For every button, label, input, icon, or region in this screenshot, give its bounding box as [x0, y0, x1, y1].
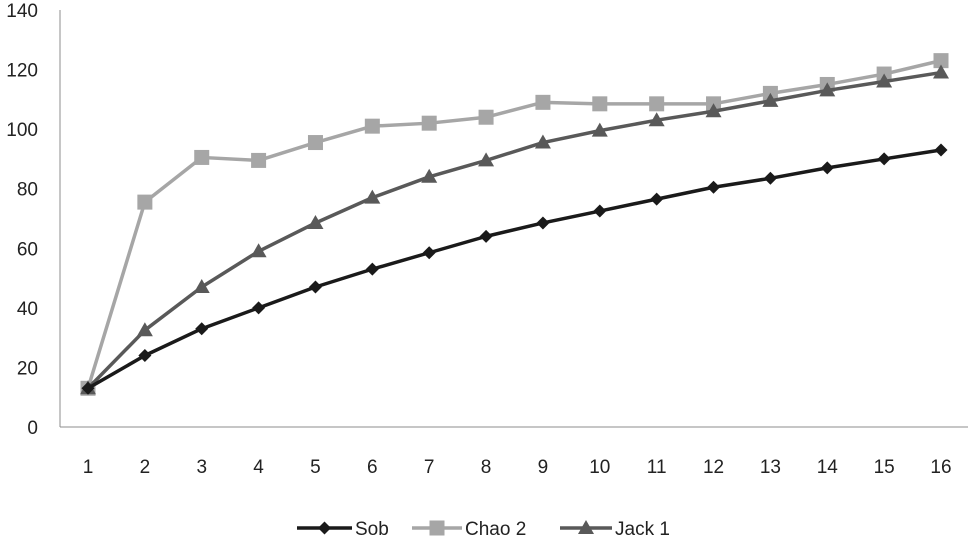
- data-point-chao-2: [592, 96, 608, 112]
- series-lines: [80, 53, 949, 396]
- data-point-sob: [536, 216, 550, 230]
- data-point-chao-2: [535, 94, 551, 110]
- data-point-chao-2: [137, 194, 153, 210]
- data-point-sob: [877, 152, 891, 166]
- x-tick-label: 9: [538, 457, 549, 478]
- y-tick-label: 100: [6, 120, 38, 141]
- x-tick-label: 13: [760, 457, 781, 478]
- series-line-sob: [87, 148, 942, 390]
- data-point-chao-2: [251, 152, 267, 168]
- data-point-chao-2: [194, 149, 210, 165]
- y-tick-label: 0: [27, 418, 38, 439]
- data-point-sob: [820, 161, 834, 175]
- legend-item-sob: Sob: [297, 519, 389, 537]
- x-tick-label: 14: [817, 457, 839, 478]
- data-point-jack-1: [591, 122, 608, 137]
- data-point-chao-2: [307, 135, 323, 151]
- data-point-jack-1: [364, 189, 381, 204]
- data-point-sob: [934, 143, 948, 157]
- x-tick-label: 2: [140, 457, 151, 478]
- legend-item-chao-2: Chao 2: [412, 519, 526, 537]
- data-point-sob: [707, 180, 721, 194]
- series-sob: [81, 143, 948, 395]
- data-point-jack-1: [762, 92, 779, 107]
- data-point-jack-1: [193, 279, 210, 294]
- legend-marker-chao-2: [429, 520, 445, 536]
- data-point-chao-2: [478, 109, 494, 125]
- data-point-chao-2: [421, 115, 437, 131]
- legend-label-sob: Sob: [355, 519, 389, 537]
- data-point-jack-1: [421, 168, 438, 183]
- x-tick-label: 6: [367, 457, 378, 478]
- data-point-jack-1: [250, 243, 267, 258]
- series-line-jack-1: [86, 70, 942, 390]
- legend-item-jack-1: Jack 1: [560, 519, 670, 537]
- x-tick-label: 3: [196, 457, 207, 478]
- y-tick-label: 80: [17, 180, 38, 201]
- y-tick-label: 20: [17, 358, 38, 379]
- data-point-sob: [593, 204, 607, 218]
- data-point-chao-2: [364, 118, 380, 134]
- x-tick-label: 16: [930, 457, 951, 478]
- data-point-jack-1: [705, 103, 722, 118]
- data-point-sob: [763, 171, 777, 185]
- data-point-sob: [195, 322, 209, 336]
- data-point-sob: [365, 262, 379, 276]
- legend-label-chao-2: Chao 2: [465, 519, 526, 537]
- x-tick-label: 7: [424, 457, 435, 478]
- data-point-jack-1: [933, 64, 949, 79]
- data-point-jack-1: [819, 82, 836, 97]
- data-point-sob: [422, 246, 436, 260]
- x-tick-label: 8: [481, 457, 492, 478]
- data-point-sob: [479, 229, 493, 243]
- y-tick-label: 40: [17, 299, 38, 320]
- x-tick-label: 11: [647, 457, 667, 478]
- axes: [59, 10, 968, 428]
- y-axis-tick-labels: 0 20 40 60 80 100 120 140: [6, 1, 38, 439]
- data-point-sob: [81, 381, 95, 395]
- series-line-chao-2: [86, 58, 942, 389]
- y-tick-label: 60: [17, 239, 38, 260]
- data-point-sob: [650, 192, 664, 206]
- x-tick-label: 4: [253, 457, 264, 478]
- data-point-sob: [252, 301, 266, 315]
- data-point-jack-1: [478, 152, 495, 167]
- legend-marker-jack-1: [578, 520, 594, 534]
- x-axis-tick-labels: 1 2 3 4 5 6 7 8 9 10 11 12 13 14 15 16: [83, 457, 952, 478]
- legend-marker-sob: [318, 521, 331, 535]
- data-point-jack-1: [648, 112, 665, 127]
- y-tick-label: 120: [6, 61, 38, 82]
- data-point-chao-2: [649, 96, 665, 112]
- x-tick-label: 10: [589, 457, 610, 478]
- data-point-jack-1: [307, 214, 324, 229]
- x-tick-label: 5: [310, 457, 321, 478]
- series-chao-2: [80, 53, 949, 396]
- legend-label-jack-1: Jack 1: [615, 519, 670, 537]
- data-point-jack-1: [534, 134, 551, 149]
- x-tick-label: 15: [874, 457, 895, 478]
- data-point-sob: [308, 280, 322, 294]
- y-tick-label: 140: [6, 1, 38, 22]
- data-point-jack-1: [876, 73, 893, 88]
- x-tick-label: 12: [703, 457, 724, 478]
- data-point-sob: [138, 349, 152, 363]
- x-tick-label: 1: [83, 457, 94, 478]
- data-point-chao-2: [933, 53, 949, 69]
- legend: Sob Chao 2 Jack 1: [297, 519, 670, 537]
- data-point-jack-1: [136, 322, 153, 337]
